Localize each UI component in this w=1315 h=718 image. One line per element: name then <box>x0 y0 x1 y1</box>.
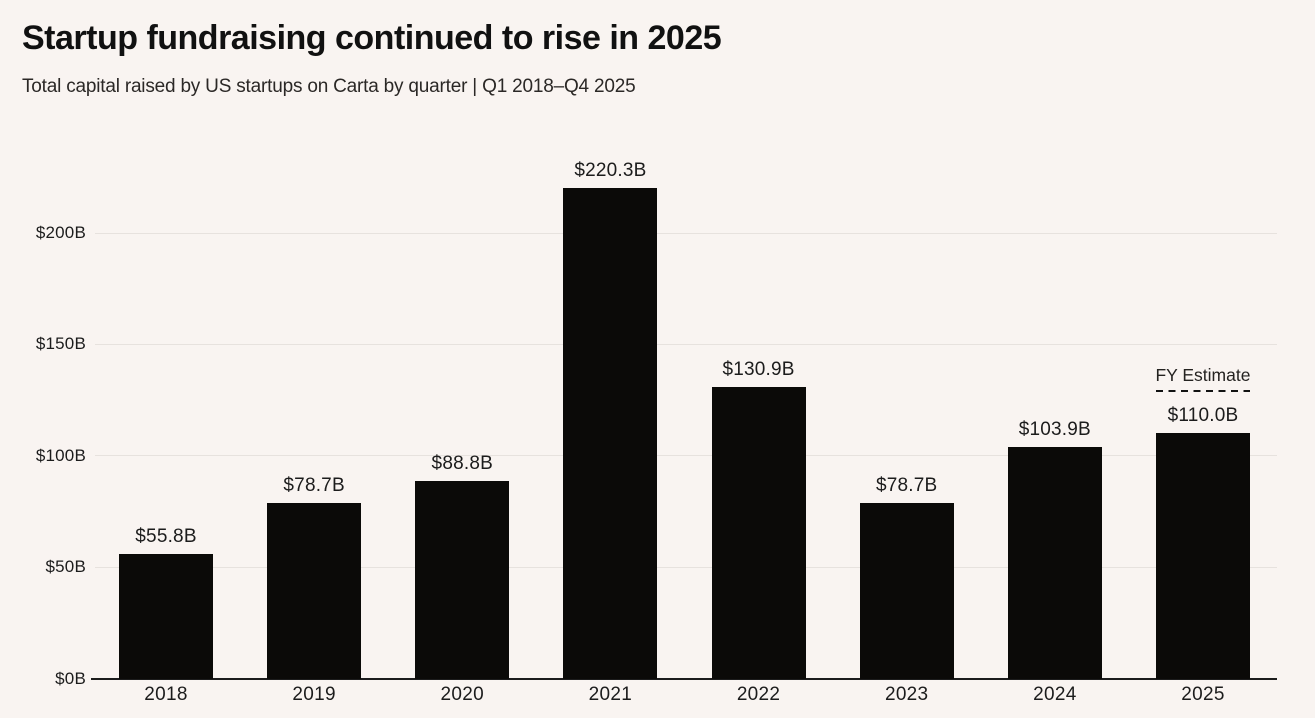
x-axis-label-2023: 2023 <box>884 684 929 705</box>
gridline-$150B <box>95 343 1277 345</box>
bar-2022 <box>711 386 806 679</box>
bar-2021 <box>563 187 658 679</box>
bar-2020 <box>415 480 510 679</box>
bar-2023 <box>859 503 954 679</box>
x-axis-label-2024: 2024 <box>1033 684 1077 705</box>
bar-value-label-2021: $220.3B <box>574 159 647 181</box>
y-axis-tick-label: $0B <box>55 668 86 688</box>
x-axis-label-2020: 2020 <box>440 684 484 705</box>
bar-value-label-2023: $78.7B <box>875 475 938 497</box>
bar-value-label-2022: $130.9B <box>722 358 795 380</box>
bar-value-label-2025: $110.0B <box>1167 405 1239 427</box>
fy-estimate-dashed-line <box>1155 389 1250 392</box>
gridline-$100B <box>95 455 1277 457</box>
bar-value-label-2018: $55.8B <box>135 526 197 548</box>
x-axis-label-2022: 2022 <box>736 684 781 705</box>
chart-subtitle: Total capital raised by US startups on C… <box>22 76 636 97</box>
x-axis-line <box>91 677 1277 680</box>
bar-2018 <box>119 554 213 679</box>
bar-2019 <box>267 503 362 679</box>
x-axis-label-2019: 2019 <box>292 684 336 705</box>
chart-title: Startup fundraising continued to rise in… <box>22 19 722 57</box>
fy-estimate-label: FY Estimate <box>1155 365 1251 385</box>
bar-value-label-2019: $78.7B <box>283 475 345 497</box>
y-axis-tick-label: $100B <box>35 445 86 465</box>
gridline-$50B <box>95 566 1277 568</box>
bar-value-label-2020: $88.8B <box>431 452 493 474</box>
y-axis-tick-label: $50B <box>45 557 86 577</box>
x-axis-label-2021: 2021 <box>588 684 633 705</box>
y-axis-tick-label: $200B <box>35 223 86 242</box>
bar-value-label-2024: $103.9B <box>1018 419 1091 441</box>
bar-2025 <box>1155 433 1250 679</box>
gridline-$200B <box>95 232 1277 234</box>
x-axis-label-2018: 2018 <box>144 684 188 705</box>
y-axis-tick-label: $150B <box>35 334 86 354</box>
bar-2024 <box>1007 447 1102 679</box>
x-axis-label-2025: 2025 <box>1181 684 1225 705</box>
